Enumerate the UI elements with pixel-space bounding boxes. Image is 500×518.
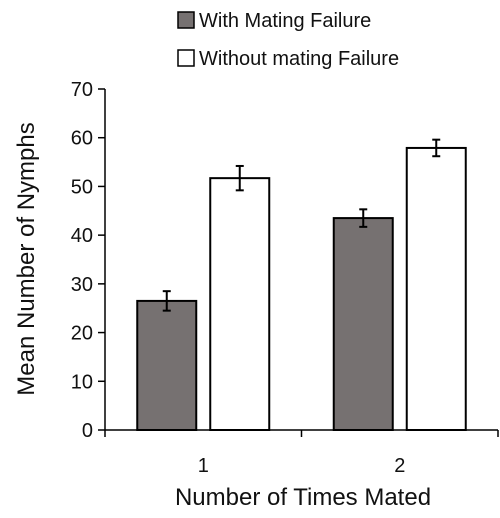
error-bars (162, 138, 441, 312)
y-tick-label: 0 (82, 420, 93, 442)
y-axis-ticks: 0 10 20 30 40 50 60 70 (71, 79, 105, 442)
legend-label: With Mating Failure (199, 10, 371, 32)
x-axis-title: Number of Times Mated (175, 484, 431, 511)
y-tick-label: 10 (71, 371, 93, 393)
x-tick-label: 2 (394, 455, 405, 477)
y-tick-label: 70 (71, 79, 93, 101)
y-axis-title: Mean Number of Nymphs (13, 122, 40, 395)
x-tick-label: 1 (198, 455, 209, 477)
y-tick-label: 40 (71, 225, 93, 247)
y-tick-label: 60 (71, 128, 93, 150)
legend-label: Without mating Failure (199, 48, 399, 70)
bar (332, 217, 394, 431)
bars (136, 146, 467, 432)
y-tick-label: 30 (71, 274, 93, 296)
bar (209, 177, 271, 431)
legend-swatch (177, 11, 195, 29)
legend: With Mating Failure Without mating Failur… (177, 10, 399, 70)
bar (405, 146, 467, 432)
bar (136, 299, 198, 431)
y-tick-label: 20 (71, 323, 93, 345)
legend-swatch (177, 49, 195, 67)
y-tick-label: 50 (71, 176, 93, 198)
